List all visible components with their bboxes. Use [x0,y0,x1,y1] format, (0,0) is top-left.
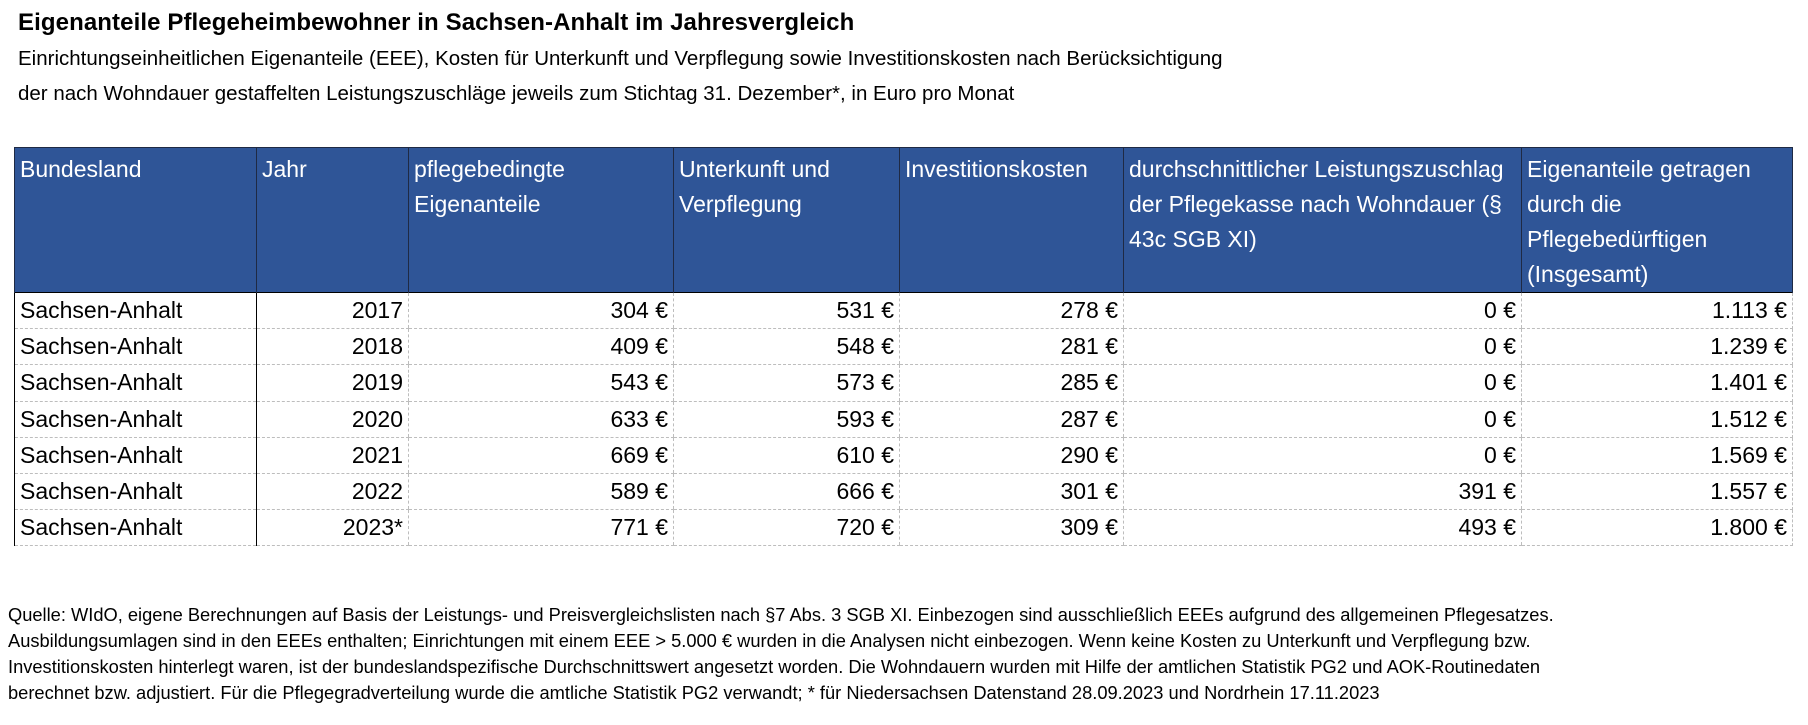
cell-leistungszuschlag: 0 € [1123,328,1522,366]
cell-pflegebedingte-eigenanteile: 304 € [408,291,674,330]
table-row: Sachsen-Anhalt 2022 589 € 666 € 301 € 39… [14,473,1793,511]
cell-pflegebedingte-eigenanteile: 633 € [408,401,674,438]
page-title: Eigenanteile Pflegeheimbewohner in Sachs… [18,9,855,36]
cell-investitionskosten: 309 € [899,509,1124,547]
cell-bundesland: Sachsen-Anhalt [14,473,257,511]
cell-jahr: 2022 [256,473,409,511]
header-row: Bundesland Jahr pflegebedingte Eigenante… [14,147,1793,293]
subtitle-line-2: der nach Wohndauer gestaffelten Leistung… [18,82,1015,105]
footnote-line: Ausbildungsumlagen sind in den EEEs enth… [8,630,1531,651]
cell-jahr: 2017 [256,291,409,330]
column-header-bundesland: Bundesland [14,147,257,293]
cell-bundesland: Sachsen-Anhalt [14,401,257,438]
table-row: Sachsen-Anhalt 2019 543 € 573 € 285 € 0 … [14,364,1793,402]
cell-eigenanteile-insgesamt: 1.113 € [1521,291,1793,330]
footnote-line: berechnet bzw. adjustiert. Für die Pfleg… [8,682,1380,703]
cell-eigenanteile-insgesamt: 1.557 € [1521,473,1793,511]
table-row: Sachsen-Anhalt 2017 304 € 531 € 278 € 0 … [14,291,1793,330]
cell-leistungszuschlag: 0 € [1123,364,1522,402]
cell-unterkunft-verpflegung: 548 € [673,328,900,366]
cell-unterkunft-verpflegung: 720 € [673,509,900,547]
cell-bundesland: Sachsen-Anhalt [14,364,257,402]
cell-investitionskosten: 278 € [899,291,1124,330]
table-row: Sachsen-Anhalt 2018 409 € 548 € 281 € 0 … [14,328,1793,366]
column-header-eigenanteile-insgesamt: Eigenanteile getragen durch die Pflegebe… [1521,147,1793,293]
cell-bundesland: Sachsen-Anhalt [14,291,257,330]
column-header-investitionskosten: Investitionskosten [899,147,1124,293]
column-header-pflegebedingte-eigenanteile: pflegebedingte Eigenanteile [408,147,674,293]
cell-pflegebedingte-eigenanteile: 409 € [408,328,674,366]
table-row: Sachsen-Anhalt 2023* 771 € 720 € 309 € 4… [14,509,1793,547]
cell-eigenanteile-insgesamt: 1.569 € [1521,437,1793,474]
source-footnote: Quelle: WIdO, eigene Berechnungen auf Ba… [8,602,1798,706]
cell-leistungszuschlag: 0 € [1123,291,1522,330]
cell-jahr: 2018 [256,328,409,366]
cell-unterkunft-verpflegung: 610 € [673,437,900,474]
cell-eigenanteile-insgesamt: 1.512 € [1521,401,1793,438]
cell-pflegebedingte-eigenanteile: 543 € [408,364,674,402]
column-header-unterkunft-verpflegung: Unterkunft und Verpflegung [673,147,900,293]
cell-unterkunft-verpflegung: 573 € [673,364,900,402]
cell-leistungszuschlag: 0 € [1123,437,1522,474]
cell-investitionskosten: 301 € [899,473,1124,511]
column-header-leistungszuschlag: durchschnittlicher Leistungszuschlag der… [1123,147,1522,293]
cell-jahr: 2023* [256,509,409,547]
cell-eigenanteile-insgesamt: 1.800 € [1521,509,1793,547]
cell-unterkunft-verpflegung: 531 € [673,291,900,330]
cell-investitionskosten: 285 € [899,364,1124,402]
table-row: Sachsen-Anhalt 2021 669 € 610 € 290 € 0 … [14,437,1793,474]
cell-unterkunft-verpflegung: 666 € [673,473,900,511]
cell-investitionskosten: 287 € [899,401,1124,438]
cell-pflegebedingte-eigenanteile: 771 € [408,509,674,547]
cell-pflegebedingte-eigenanteile: 589 € [408,473,674,511]
cell-eigenanteile-insgesamt: 1.239 € [1521,328,1793,366]
cell-eigenanteile-insgesamt: 1.401 € [1521,364,1793,402]
cell-pflegebedingte-eigenanteile: 669 € [408,437,674,474]
cell-bundesland: Sachsen-Anhalt [14,328,257,366]
table-row: Sachsen-Anhalt 2020 633 € 593 € 287 € 0 … [14,401,1793,438]
cell-bundesland: Sachsen-Anhalt [14,509,257,547]
column-header-jahr: Jahr [256,147,409,293]
cell-leistungszuschlag: 391 € [1123,473,1522,511]
cell-bundesland: Sachsen-Anhalt [14,437,257,474]
data-table: Bundesland Jahr pflegebedingte Eigenante… [14,147,1793,547]
cell-jahr: 2020 [256,401,409,438]
cell-investitionskosten: 290 € [899,437,1124,474]
cell-investitionskosten: 281 € [899,328,1124,366]
cell-leistungszuschlag: 493 € [1123,509,1522,547]
subtitle-line-1: Einrichtungseinheitlichen Eigenanteile (… [18,47,1223,70]
cell-leistungszuschlag: 0 € [1123,401,1522,438]
cell-jahr: 2019 [256,364,409,402]
footnote-line: Investitionskosten hinterlegt waren, ist… [8,656,1541,677]
cell-unterkunft-verpflegung: 593 € [673,401,900,438]
footnote-line: Quelle: WIdO, eigene Berechnungen auf Ba… [8,604,1554,625]
cell-jahr: 2021 [256,437,409,474]
